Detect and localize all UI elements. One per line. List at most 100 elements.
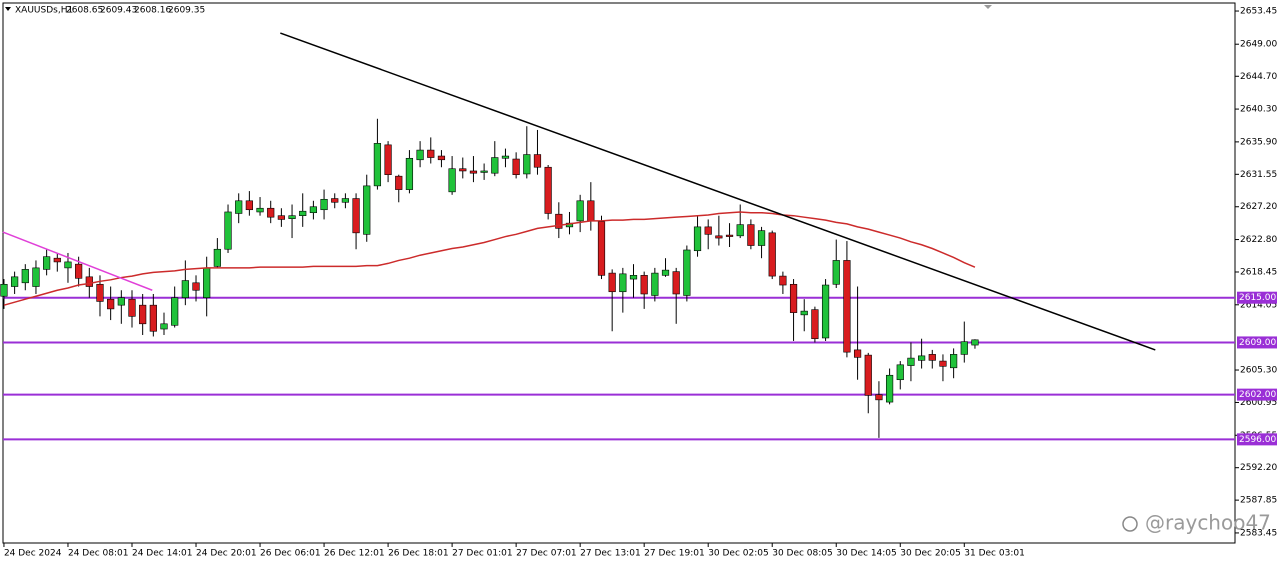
level-tag [1237, 336, 1277, 349]
candle-body [939, 360, 947, 367]
y-tick-label: 2614.05 [1240, 300, 1277, 310]
candle-body [736, 224, 744, 237]
y-tick-label: 2653.45 [1240, 7, 1277, 17]
candle-body [459, 168, 467, 172]
candle-body [235, 200, 243, 214]
candle-body [277, 215, 285, 220]
candle-body [672, 271, 680, 295]
candle-body [192, 282, 200, 291]
plot-frame [2, 2, 1236, 544]
level-label: 2596.00 [1239, 435, 1276, 445]
y-tick-label: 2622.80 [1240, 235, 1277, 245]
candle-body [43, 256, 51, 270]
y-tick-label: 2605.30 [1240, 366, 1277, 376]
y-tick-label: 2635.90 [1240, 137, 1277, 147]
candle-body [757, 230, 766, 246]
watermark: @raychoo47 [1145, 511, 1271, 535]
candle-body [523, 154, 531, 175]
candle-body [309, 206, 317, 214]
candle-body [32, 267, 40, 287]
scroll-marker [984, 5, 992, 9]
candle-body [160, 323, 168, 330]
candle-body [107, 298, 115, 310]
candle-body [779, 275, 787, 286]
y-tick-label: 2640.30 [1240, 105, 1277, 115]
candle-body [373, 143, 382, 187]
trend-line [2, 231, 153, 291]
candle-body [11, 276, 19, 287]
candle-body [683, 249, 691, 296]
candle-body [117, 297, 125, 306]
moving-average [3, 211, 976, 306]
candle-body [918, 355, 926, 361]
candle-body [896, 364, 904, 381]
x-tick-label: 27 Dec 01:01 [452, 549, 513, 559]
candle-body [587, 200, 595, 222]
candle-body [139, 304, 147, 325]
x-tick-label: 30 Dec 08:05 [772, 549, 833, 559]
header-low: 2608.16 [134, 6, 171, 16]
candle-body [480, 170, 488, 173]
candle-body [907, 357, 915, 366]
candle-body [811, 309, 819, 340]
level-tag [1237, 433, 1277, 446]
candle-body [661, 269, 670, 276]
candle-body [864, 354, 872, 396]
y-tick-label: 2592.20 [1240, 463, 1277, 473]
candle-body [747, 224, 755, 246]
candle-body [608, 272, 616, 293]
x-tick-label: 26 Dec 12:01 [324, 549, 385, 559]
candle-body [853, 349, 862, 358]
candle-body [288, 215, 296, 219]
candle-body [950, 354, 958, 369]
candle-body [224, 211, 232, 250]
candle-body [384, 144, 392, 175]
candle-body [256, 207, 264, 213]
y-tick-label: 2587.85 [1240, 496, 1277, 506]
candle-body [427, 149, 435, 158]
candle-body [395, 175, 403, 190]
menu-arrow [5, 7, 11, 11]
candle-body [832, 260, 840, 285]
candle-body [768, 232, 776, 277]
candle-body [875, 394, 883, 401]
x-tick-label: 24 Dec 14:01 [132, 549, 193, 559]
header-open: 2608.65 [66, 6, 103, 16]
level-label: 2602.00 [1239, 390, 1276, 400]
candle-body [555, 213, 563, 229]
candle-body [203, 267, 211, 299]
candle-body [629, 275, 638, 280]
y-tick-label: 2649.00 [1240, 40, 1277, 50]
candle-body [928, 354, 936, 361]
candle-body [533, 154, 542, 168]
candle-body [331, 198, 339, 203]
candle-body [576, 200, 584, 222]
candle-body [75, 263, 83, 279]
level-label: 2609.00 [1239, 338, 1276, 348]
y-tick-label: 2631.55 [1240, 170, 1277, 180]
candle-body [363, 185, 371, 235]
candle-body [64, 261, 72, 269]
x-tick-label: 30 Dec 20:05 [900, 549, 961, 559]
candle-body [491, 157, 499, 174]
level-label: 2615.00 [1239, 293, 1276, 303]
y-tick-label: 2618.45 [1240, 267, 1277, 277]
y-tick-label: 2644.70 [1240, 72, 1277, 82]
candle-body [800, 310, 808, 316]
candle-body [501, 155, 510, 159]
watermark-icon [1122, 516, 1138, 532]
candle-body [437, 155, 446, 161]
candle-body [821, 284, 830, 339]
candle-body [640, 275, 648, 295]
candle-body [843, 260, 851, 353]
x-tick-label: 27 Dec 13:01 [580, 549, 641, 559]
candle-body [597, 221, 606, 276]
candle-body [715, 235, 723, 239]
candle-body [245, 200, 253, 211]
candle-body [704, 226, 712, 235]
header-close: 2609.35 [168, 6, 205, 16]
y-tick-label: 2600.95 [1240, 398, 1277, 408]
candle-body [789, 283, 798, 313]
level-tag [1237, 388, 1277, 401]
